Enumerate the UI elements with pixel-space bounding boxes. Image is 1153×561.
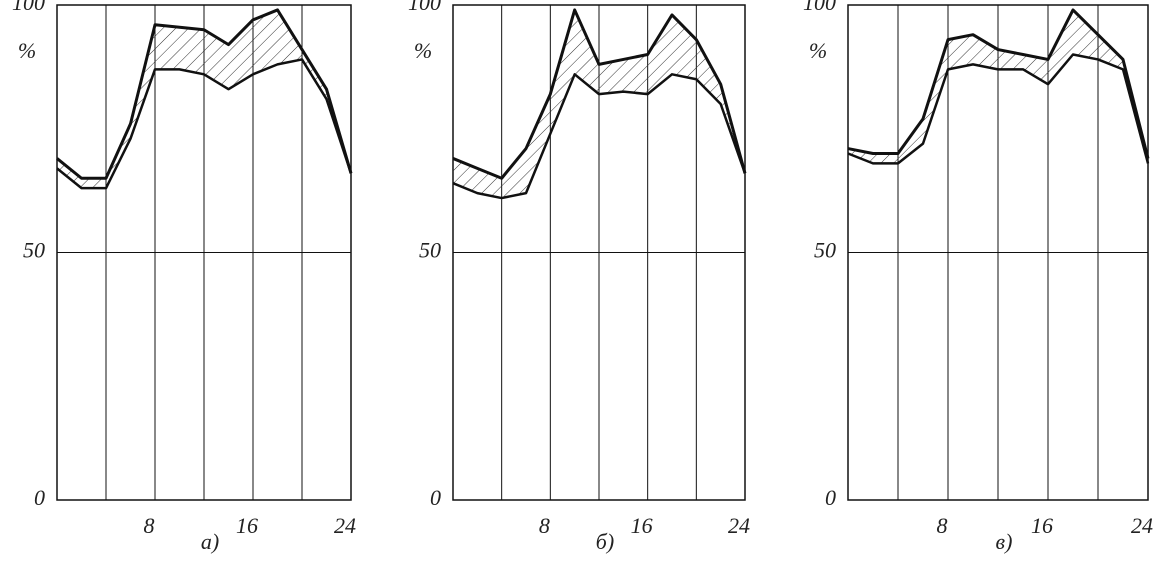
x-tick-label: 8	[539, 513, 550, 538]
y-tick-label: 0	[430, 485, 441, 510]
panel-label: а)	[201, 529, 219, 554]
x-tick-label: 16	[631, 513, 653, 538]
data-line	[452, 73, 747, 200]
panel-label: б)	[596, 529, 614, 554]
y-tick-label: 50	[419, 238, 441, 263]
y-tick-label: 0	[34, 485, 45, 510]
y-unit-label: %	[18, 38, 36, 63]
data-line	[847, 8, 1150, 159]
y-tick-label: 100	[408, 0, 441, 15]
x-tick-label: 16	[236, 513, 258, 538]
x-tick-label: 16	[1031, 513, 1053, 538]
data-line	[847, 53, 1150, 165]
x-tick-label: 8	[144, 513, 155, 538]
data-line	[56, 58, 353, 190]
y-tick-label: 100	[803, 0, 836, 15]
hatch-band	[57, 9, 351, 189]
data-line	[452, 8, 747, 180]
data-line	[56, 8, 353, 180]
x-tick-label: 8	[937, 513, 948, 538]
hatch-band	[453, 9, 745, 199]
x-tick-label: 24	[728, 513, 750, 538]
x-tick-label: 24	[1131, 513, 1153, 538]
y-unit-label: %	[809, 38, 827, 63]
y-tick-label: 50	[23, 238, 45, 263]
y-tick-label: 0	[825, 485, 836, 510]
y-unit-label: %	[414, 38, 432, 63]
y-tick-label: 100	[12, 0, 45, 15]
x-tick-label: 24	[334, 513, 356, 538]
y-tick-label: 50	[814, 238, 836, 263]
panel-label: в)	[996, 529, 1013, 554]
hatch-band	[848, 9, 1148, 164]
